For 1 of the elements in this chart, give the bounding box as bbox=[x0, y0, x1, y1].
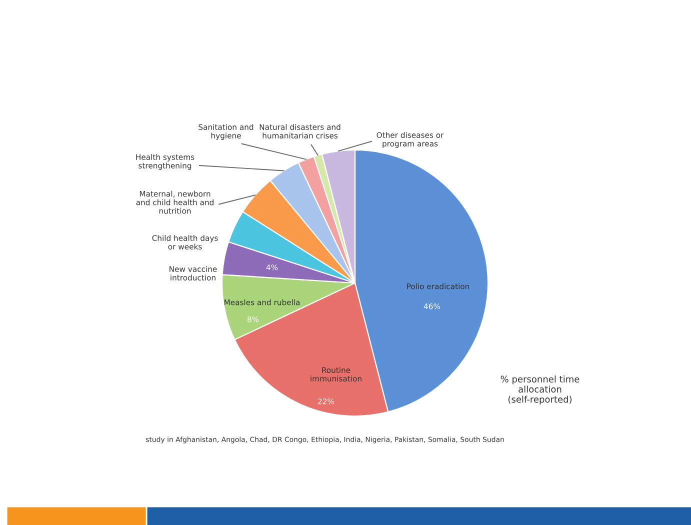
text: % personnel time allocation (self-reported) bbox=[500, 376, 580, 404]
